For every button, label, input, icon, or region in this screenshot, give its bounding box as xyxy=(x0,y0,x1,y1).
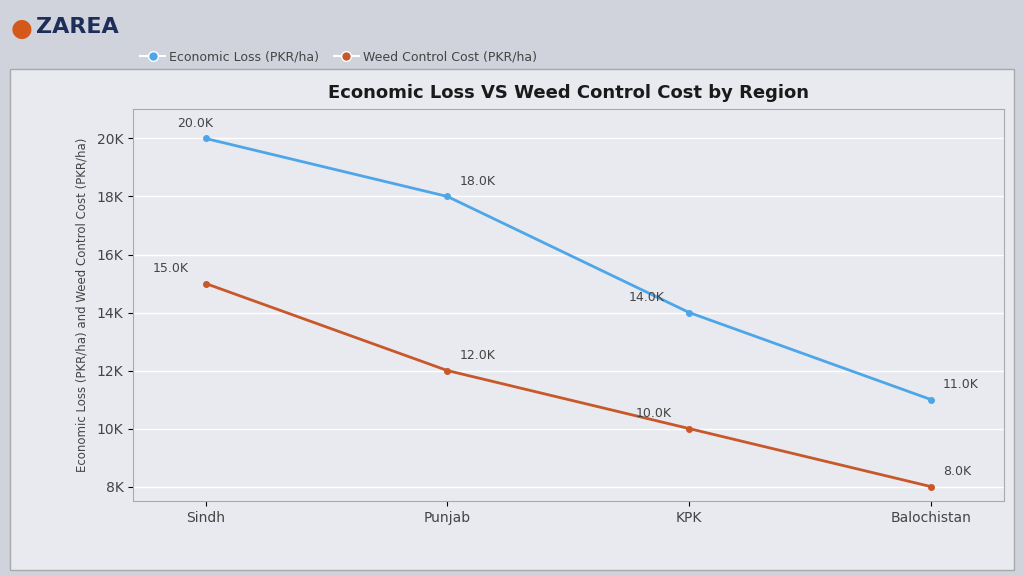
Text: ●: ● xyxy=(10,17,32,41)
Text: 12.0K: 12.0K xyxy=(460,349,496,362)
Text: 10.0K: 10.0K xyxy=(636,407,672,420)
Title: Economic Loss VS Weed Control Cost by Region: Economic Loss VS Weed Control Cost by Re… xyxy=(328,84,809,103)
Text: ZAREA: ZAREA xyxy=(36,17,119,37)
Legend: Economic Loss (PKR/ha), Weed Control Cost (PKR/ha): Economic Loss (PKR/ha), Weed Control Cos… xyxy=(135,45,542,68)
Text: 18.0K: 18.0K xyxy=(460,175,496,188)
Text: 14.0K: 14.0K xyxy=(629,291,665,304)
Text: 11.0K: 11.0K xyxy=(943,378,979,391)
Text: 20.0K: 20.0K xyxy=(177,117,213,130)
Text: 15.0K: 15.0K xyxy=(153,262,188,275)
Text: 8.0K: 8.0K xyxy=(943,465,971,478)
Y-axis label: Economic Loss (PKR/ha) and Weed Control Cost (PKR/ha): Economic Loss (PKR/ha) and Weed Control … xyxy=(76,138,88,472)
